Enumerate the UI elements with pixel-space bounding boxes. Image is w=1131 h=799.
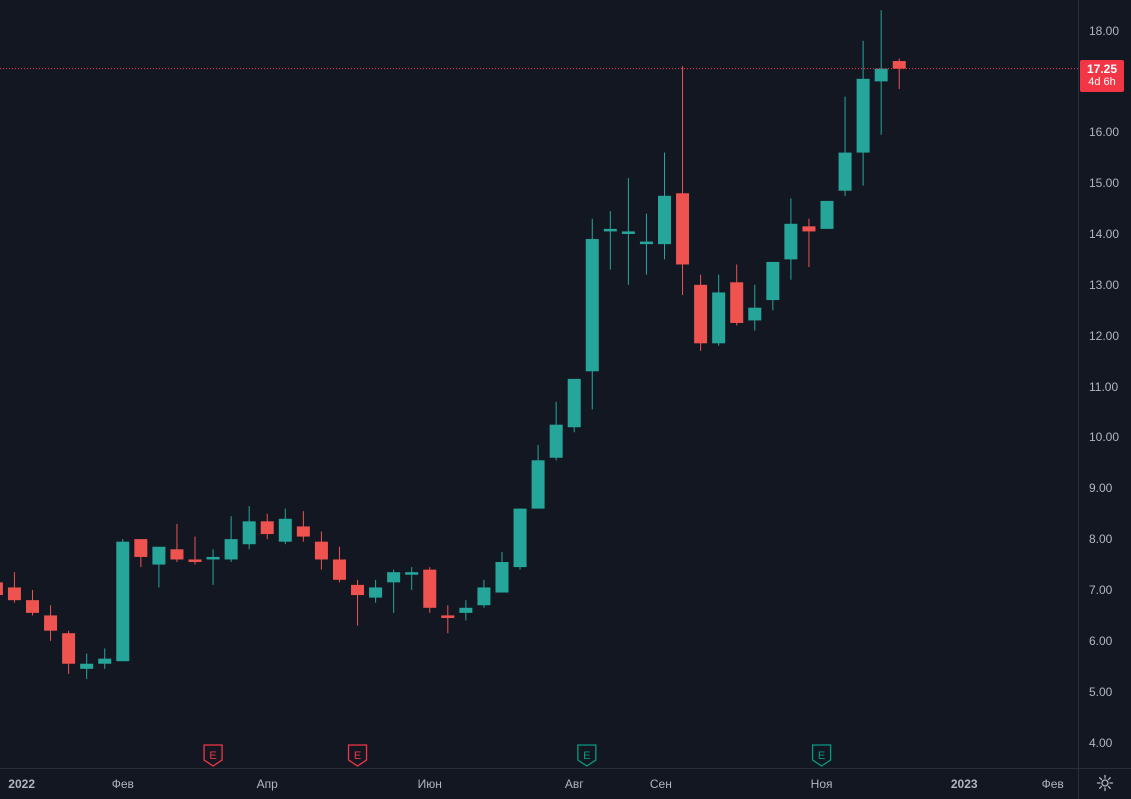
candle-up: [603, 228, 617, 232]
candle-up: [206, 556, 220, 560]
time-tick-label: 2023: [950, 777, 978, 791]
bar-countdown: 4d 6h: [1088, 75, 1116, 88]
time-tick-label: Июн: [417, 777, 442, 791]
price-tick-label: 13.00: [1089, 277, 1120, 292]
candle-up: [712, 292, 726, 344]
candle-up: [242, 521, 256, 545]
candle-up: [567, 378, 581, 428]
candle-down: [134, 539, 148, 557]
candle-up: [838, 152, 852, 191]
candle-up: [116, 541, 130, 662]
price-tick-label: 18.00: [1089, 23, 1120, 38]
candle-down: [62, 633, 76, 664]
candle-down: [802, 226, 816, 232]
candle-up: [820, 200, 834, 229]
price-tick-label: 15.00: [1089, 176, 1120, 191]
candle-up: [98, 658, 112, 664]
price-tick-label: 6.00: [1089, 633, 1113, 648]
candle-up: [585, 239, 599, 372]
earnings-marker-icon[interactable]: E: [811, 744, 832, 767]
candle-down: [423, 569, 437, 608]
candle-up: [459, 607, 473, 613]
candle-down: [0, 582, 3, 596]
candle-down: [332, 559, 346, 580]
earnings-marker-icon[interactable]: E: [347, 744, 368, 767]
price-tick-label: 7.00: [1089, 582, 1113, 597]
earnings-marker-label: E: [818, 750, 825, 762]
time-tick-label: Апр: [256, 777, 278, 791]
price-axis[interactable]: 18.0017.0016.0015.0014.0013.0012.0011.00…: [1078, 0, 1131, 768]
candle-up: [369, 587, 383, 598]
candle-down: [676, 193, 690, 265]
price-tick-label: 12.00: [1089, 328, 1120, 343]
price-tick-label: 4.00: [1089, 735, 1113, 750]
candle-up: [639, 241, 653, 245]
candle-down: [44, 615, 58, 631]
time-tick-label: 2022: [8, 777, 36, 791]
candle-down: [730, 282, 744, 323]
candle-up: [224, 539, 238, 560]
price-tick-label: 16.00: [1089, 125, 1120, 140]
candle-up: [531, 460, 545, 509]
candle-down: [296, 526, 310, 537]
candle-down: [170, 549, 184, 560]
candle-up: [874, 68, 888, 82]
price-tick-label: 11.00: [1089, 379, 1119, 394]
candle-up: [405, 572, 419, 575]
axis-corner: [1078, 768, 1131, 799]
candle-up: [766, 261, 780, 301]
candle-up: [856, 78, 870, 153]
time-tick-label: Сен: [649, 777, 672, 791]
candle-down: [892, 61, 906, 69]
candle-up: [387, 572, 401, 583]
settings-gear-icon[interactable]: [1096, 774, 1114, 792]
candle-down: [7, 587, 21, 601]
candle-up: [657, 195, 671, 245]
candle-up: [748, 307, 762, 321]
price-tick-label: 14.00: [1089, 226, 1120, 241]
time-tick-label: Ноя: [810, 777, 833, 791]
price-tick-label: 5.00: [1089, 684, 1113, 699]
time-tick-label: Фев: [111, 777, 134, 791]
candle-up: [477, 587, 491, 606]
earnings-marker-icon[interactable]: E: [577, 744, 597, 767]
current-price-value: 17.25: [1086, 61, 1118, 76]
candle-up: [152, 546, 166, 565]
candle-down: [441, 615, 455, 618]
candle-up: [784, 223, 798, 260]
candle-down: [351, 584, 365, 596]
candle-down: [694, 284, 708, 344]
candle-down: [314, 541, 328, 560]
candle-up: [495, 562, 509, 593]
candle-down: [26, 600, 40, 613]
candle-up: [621, 231, 635, 234]
earnings-marker-label: E: [583, 750, 590, 762]
time-tick-label: Фев: [1041, 777, 1064, 791]
time-tick-label: Авг: [564, 777, 584, 791]
price-tick-label: 10.00: [1089, 430, 1120, 445]
candle-up: [278, 518, 292, 542]
time-axis[interactable]: 2022 Фев Апр Июн Авг Сен Ноя 2023 Фев: [0, 768, 1078, 799]
candle-up: [513, 508, 527, 568]
earnings-marker-label: E: [209, 750, 216, 762]
earnings-marker-icon[interactable]: E: [203, 744, 223, 767]
price-tick-label: 9.00: [1089, 481, 1113, 496]
candle-down: [260, 521, 274, 535]
earnings-marker-label: E: [354, 750, 361, 762]
candle-down: [188, 559, 202, 563]
candle-up: [549, 424, 563, 458]
current-price-badge: 17.25 4d 6h: [1080, 59, 1124, 92]
price-tick-label: 8.00: [1089, 532, 1113, 547]
candle-up: [80, 663, 94, 669]
